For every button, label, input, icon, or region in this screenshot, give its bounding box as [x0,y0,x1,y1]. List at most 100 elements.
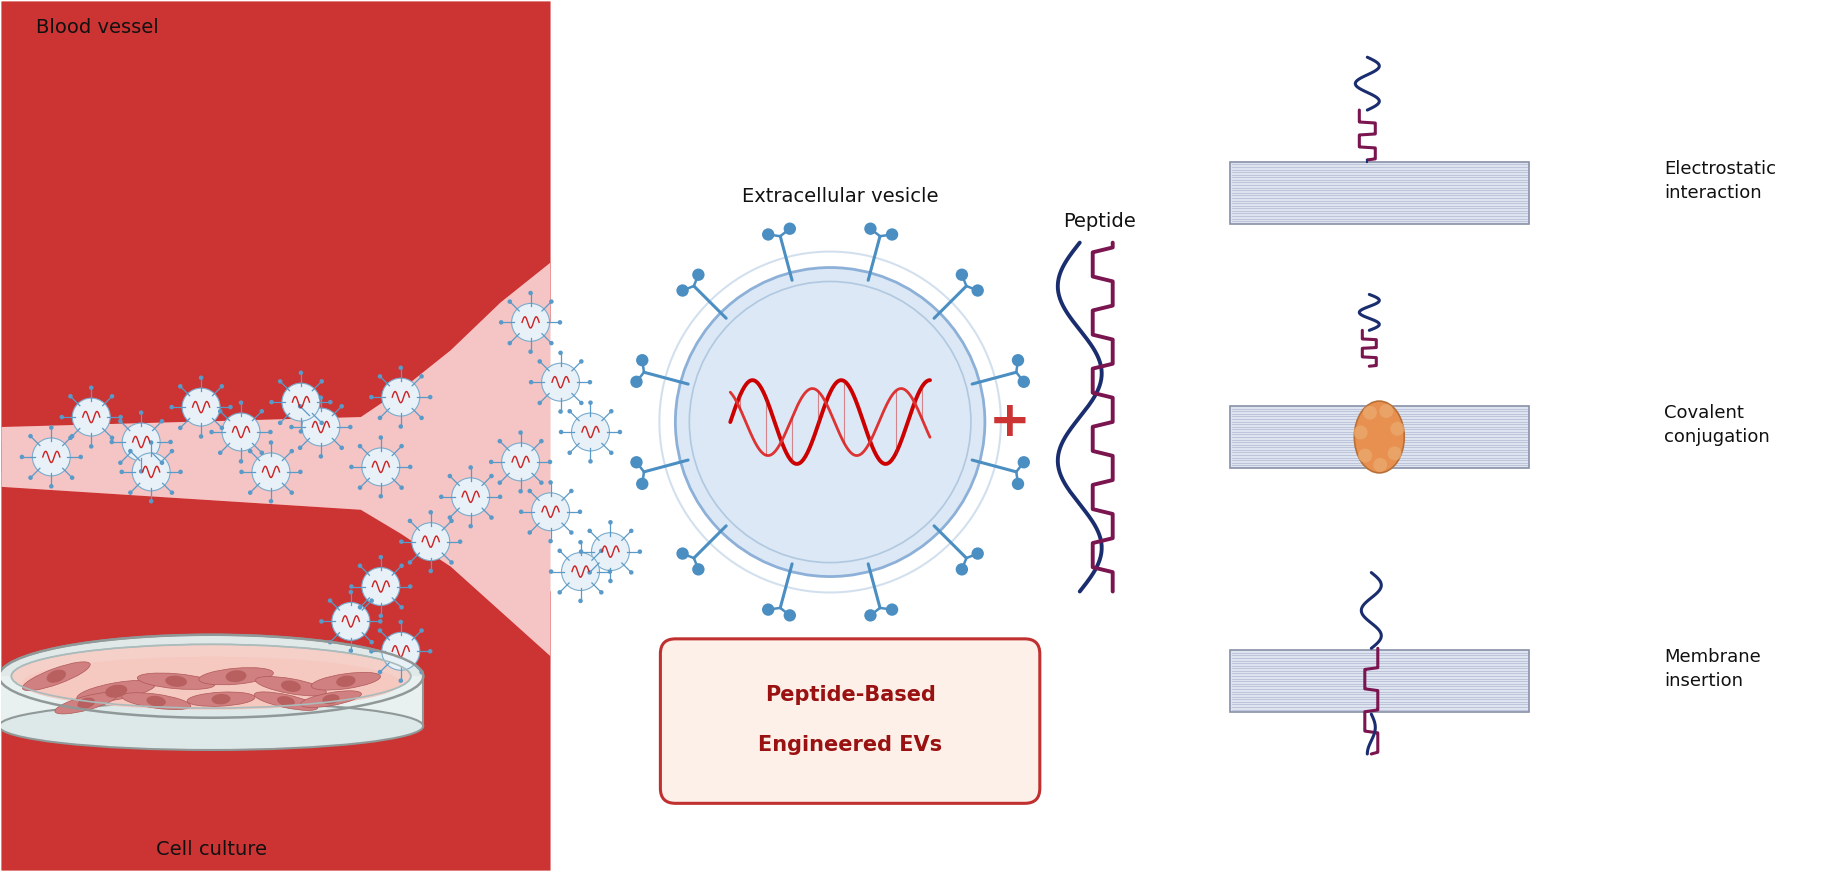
Circle shape [358,605,362,610]
Circle shape [537,359,543,364]
Circle shape [497,494,502,499]
Ellipse shape [77,698,95,709]
Circle shape [139,411,144,415]
Circle shape [1012,478,1025,490]
Circle shape [548,569,554,574]
Bar [1230,651,1529,712]
Circle shape [239,470,243,474]
Ellipse shape [300,691,362,707]
Circle shape [599,548,603,553]
Circle shape [248,449,252,453]
Bar [1230,406,1529,468]
Circle shape [128,490,133,495]
Circle shape [550,299,554,303]
Circle shape [528,488,532,494]
Circle shape [956,269,968,281]
Circle shape [692,563,705,576]
Circle shape [159,419,164,424]
Circle shape [864,222,877,235]
Ellipse shape [77,680,155,702]
Circle shape [398,620,404,624]
Circle shape [199,434,203,439]
Circle shape [420,629,424,633]
Circle shape [508,299,512,303]
Circle shape [618,430,623,434]
Circle shape [886,603,899,616]
Text: Engineered EVs: Engineered EVs [758,735,943,755]
Circle shape [239,400,243,405]
Ellipse shape [132,453,170,491]
Circle shape [347,425,353,429]
Circle shape [90,385,93,390]
Circle shape [369,598,375,603]
Ellipse shape [33,438,69,476]
Circle shape [628,528,634,533]
FancyBboxPatch shape [0,676,424,726]
Ellipse shape [676,268,985,576]
Circle shape [400,563,404,568]
Circle shape [398,365,404,370]
Circle shape [298,429,303,433]
Circle shape [289,490,294,495]
Circle shape [588,570,592,575]
Circle shape [398,540,404,544]
Ellipse shape [301,408,340,446]
Circle shape [369,649,375,654]
Circle shape [269,430,272,434]
Circle shape [550,341,554,345]
Ellipse shape [541,364,579,401]
Ellipse shape [199,668,274,685]
Circle shape [320,619,323,623]
Circle shape [579,359,583,364]
Ellipse shape [561,553,599,590]
Circle shape [327,598,333,603]
Circle shape [429,569,433,573]
Circle shape [69,434,75,439]
Circle shape [278,379,283,384]
Circle shape [298,371,303,375]
Circle shape [886,228,899,241]
Circle shape [636,354,649,366]
Circle shape [378,435,384,439]
Circle shape [148,499,153,503]
Circle shape [497,439,502,444]
Circle shape [219,384,225,389]
Circle shape [608,569,612,574]
Ellipse shape [311,672,380,690]
Circle shape [349,589,353,595]
Circle shape [557,590,563,595]
Circle shape [557,548,563,553]
Circle shape [27,475,33,480]
Circle shape [68,394,73,399]
Circle shape [449,560,453,565]
Circle shape [119,470,124,474]
Circle shape [676,284,689,296]
Circle shape [170,405,174,409]
Circle shape [358,444,362,448]
Circle shape [628,570,634,575]
Ellipse shape [382,632,420,671]
Circle shape [320,379,323,384]
Circle shape [692,269,705,281]
Text: Covalent
conjugation: Covalent conjugation [1664,405,1770,446]
Circle shape [68,435,73,440]
Circle shape [329,400,333,405]
Ellipse shape [48,670,66,683]
Circle shape [159,460,164,465]
Ellipse shape [278,696,294,706]
Circle shape [398,678,404,683]
Circle shape [577,540,583,544]
Circle shape [972,548,985,560]
Circle shape [448,473,451,479]
Circle shape [219,426,225,430]
Circle shape [420,670,424,674]
Circle shape [378,614,384,618]
Circle shape [298,446,303,450]
Circle shape [199,376,203,380]
Ellipse shape [254,691,318,711]
Circle shape [20,454,24,460]
Circle shape [608,409,614,413]
Circle shape [559,409,563,414]
Circle shape [559,430,563,434]
Circle shape [298,470,303,474]
